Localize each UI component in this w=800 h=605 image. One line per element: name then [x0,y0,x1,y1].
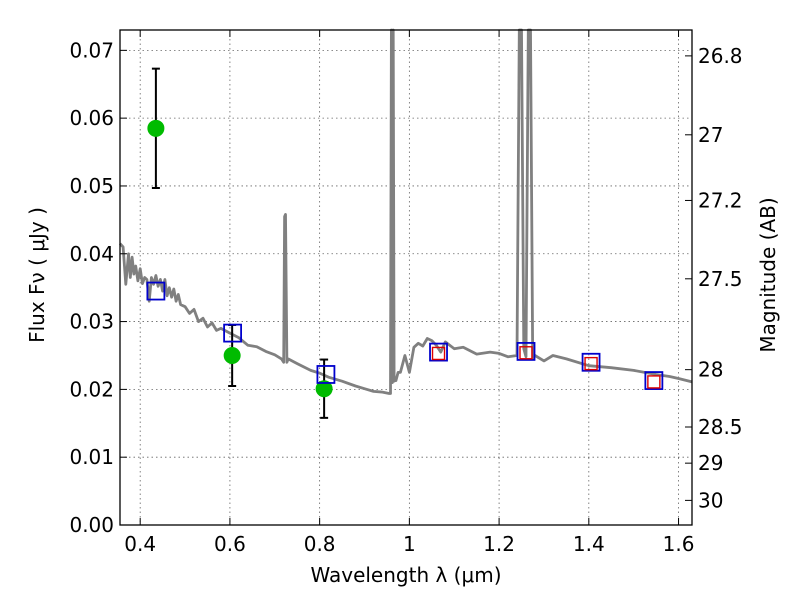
x-tick-label: 0.4 [124,532,156,556]
x-tick-label: 1 [403,532,416,556]
data-point [223,346,241,364]
y2-tick-label: 27 [698,123,723,147]
spectrum-line [118,28,693,395]
y2-tick-label: 27.5 [698,267,743,291]
y-tick-label: 0.03 [69,310,114,334]
y-tick-label: 0.04 [69,242,114,266]
model-flux-square [644,371,664,390]
y2-tick-label: 26.8 [698,44,743,68]
data-point [147,119,165,137]
x-tick-label: 0.8 [304,532,336,556]
model-flux-square [581,352,601,372]
x-tick-label: 1.2 [483,532,515,556]
model-flux-square [429,342,448,362]
data-point [315,380,333,398]
spectrum-layer [118,28,693,395]
model-flux-square [146,281,166,301]
y2-tick-label: 30 [698,488,723,512]
y-tick-label: 0.06 [69,106,114,130]
x-tick-label: 0.6 [214,532,246,556]
y2-axis-label: Magnitude (AB) [756,197,780,352]
y2-tick-label: 29 [698,451,723,475]
observed-flux-square [584,356,598,371]
observed-flux-square [647,375,661,389]
y2-tick-label: 28 [698,358,723,382]
y-tick-label: 0.02 [69,377,114,401]
x-tick-label: 1.6 [663,532,695,556]
photometry-layer [146,67,664,419]
model-flux-square [516,342,536,361]
grid [120,30,692,526]
y-tick-label: 0.05 [69,174,114,198]
observed-flux-square [431,346,446,361]
observed-flux-square [519,346,533,360]
y-tick-label: 0.00 [69,513,114,537]
model-flux-square [316,365,336,384]
y2-tick-label: 28.5 [698,415,743,439]
y-tick-label: 0.01 [69,445,114,469]
y2-tick-label: 27.2 [698,188,743,212]
x-tick-label: 1.4 [573,532,605,556]
model-flux-square [223,323,243,343]
plot-frame [119,29,693,526]
ticks: 0.4 0.6 0.8 1 1.2 1.4 1.6 0.00 0.01 0.02 0.03 0.04 0… [69,30,743,556]
y-tick-label: 0.07 [69,38,114,62]
x-axis-label: Wavelength λ (μm) [310,563,501,587]
y-axis-label: Flux Fν ( μJy ) [25,207,49,343]
